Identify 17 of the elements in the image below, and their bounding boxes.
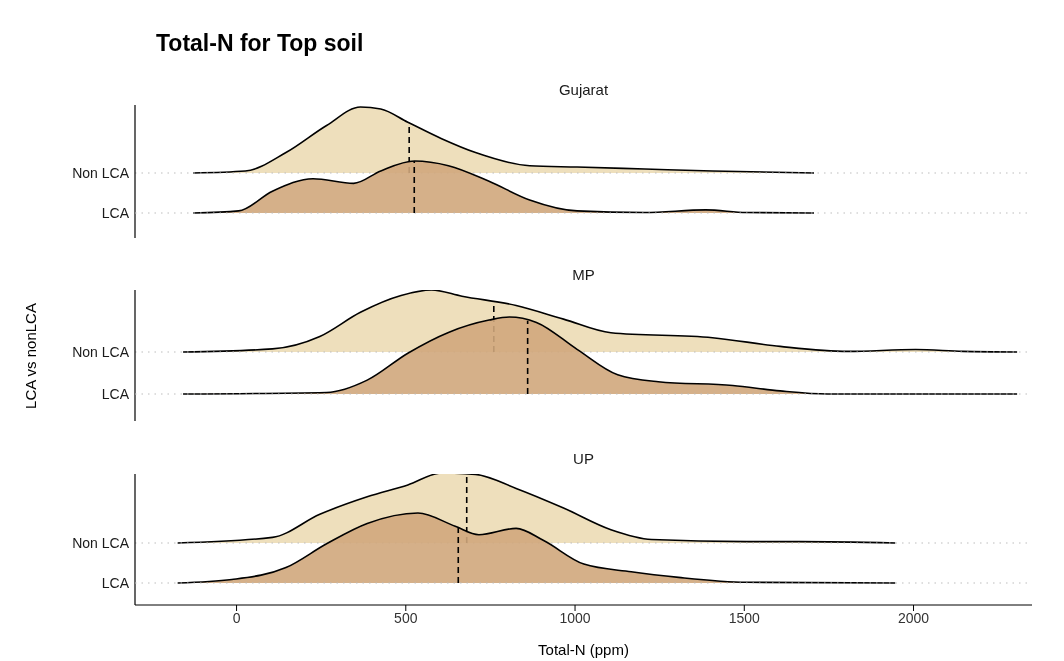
text: LCA bbox=[101, 574, 129, 592]
text: LCA bbox=[101, 385, 129, 403]
x-tick-label: 2000 bbox=[897, 609, 930, 626]
chart-subtitle: Gujarat bbox=[557, 81, 610, 98]
x-tick-label: 1500 bbox=[728, 609, 761, 626]
x-tick-label: 1000 bbox=[559, 609, 591, 626]
x-tick-label: 0 bbox=[232, 609, 241, 626]
chart-subtitle: MP bbox=[571, 266, 596, 283]
chart-subtitle: UP bbox=[572, 450, 595, 467]
text: LCA bbox=[101, 204, 129, 222]
y-axis-title: LCA vs nonLCA bbox=[21, 302, 39, 409]
x-tick-label: 500 bbox=[394, 609, 418, 626]
chart-title: Total-N for Top soil bbox=[156, 30, 364, 57]
text: Non LCA bbox=[72, 343, 129, 361]
x-axis-title: Total-N (ppm) bbox=[538, 641, 629, 658]
text: Non LCA bbox=[72, 534, 129, 552]
text: Non LCA bbox=[72, 164, 129, 182]
